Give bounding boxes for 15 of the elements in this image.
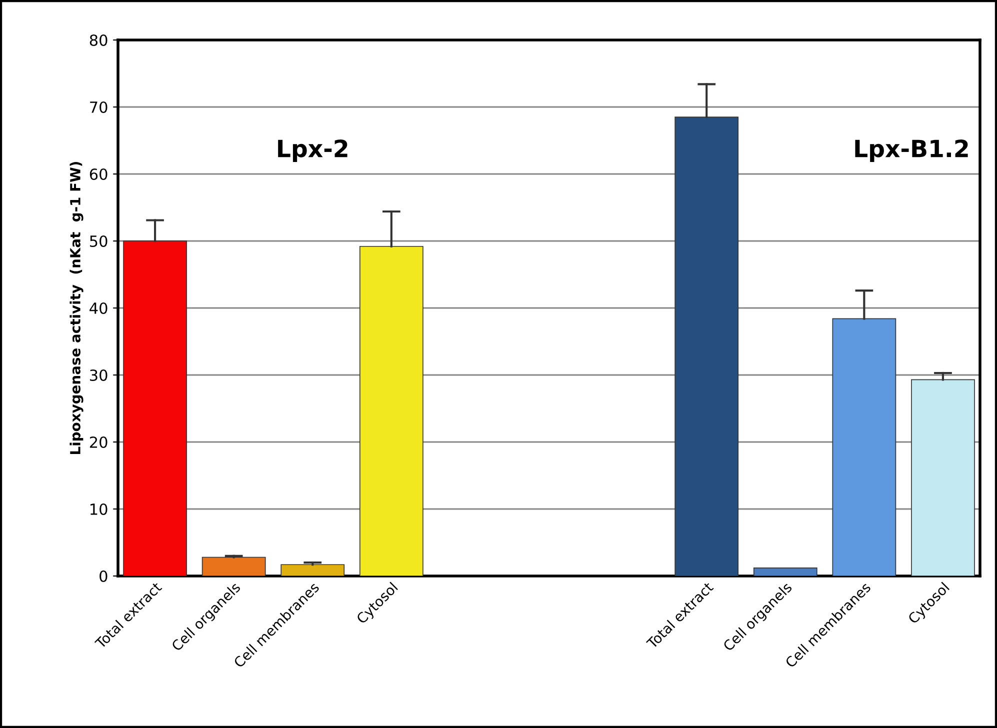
y-tick-label: 70 (90, 101, 108, 114)
y-tick-label: 10 (90, 503, 108, 516)
y-tick-label: 50 (90, 235, 108, 248)
y-tick-label: 0 (100, 570, 108, 582)
bar (202, 556, 266, 576)
y-tick-label: 60 (90, 168, 108, 180)
y-axis-title: Lipoxygenase activity (nKat g-1 FW) (70, 162, 84, 454)
y-tick-label: 30 (90, 369, 108, 382)
annotation: Lpx-B1.2 (855, 140, 968, 162)
annotation: Lpx-2 (278, 140, 348, 162)
bar (753, 568, 818, 576)
y-tick-label: 20 (90, 436, 108, 448)
bar (280, 564, 345, 576)
y-tick-label: 80 (90, 34, 108, 46)
y-tick-label: 40 (90, 302, 108, 314)
